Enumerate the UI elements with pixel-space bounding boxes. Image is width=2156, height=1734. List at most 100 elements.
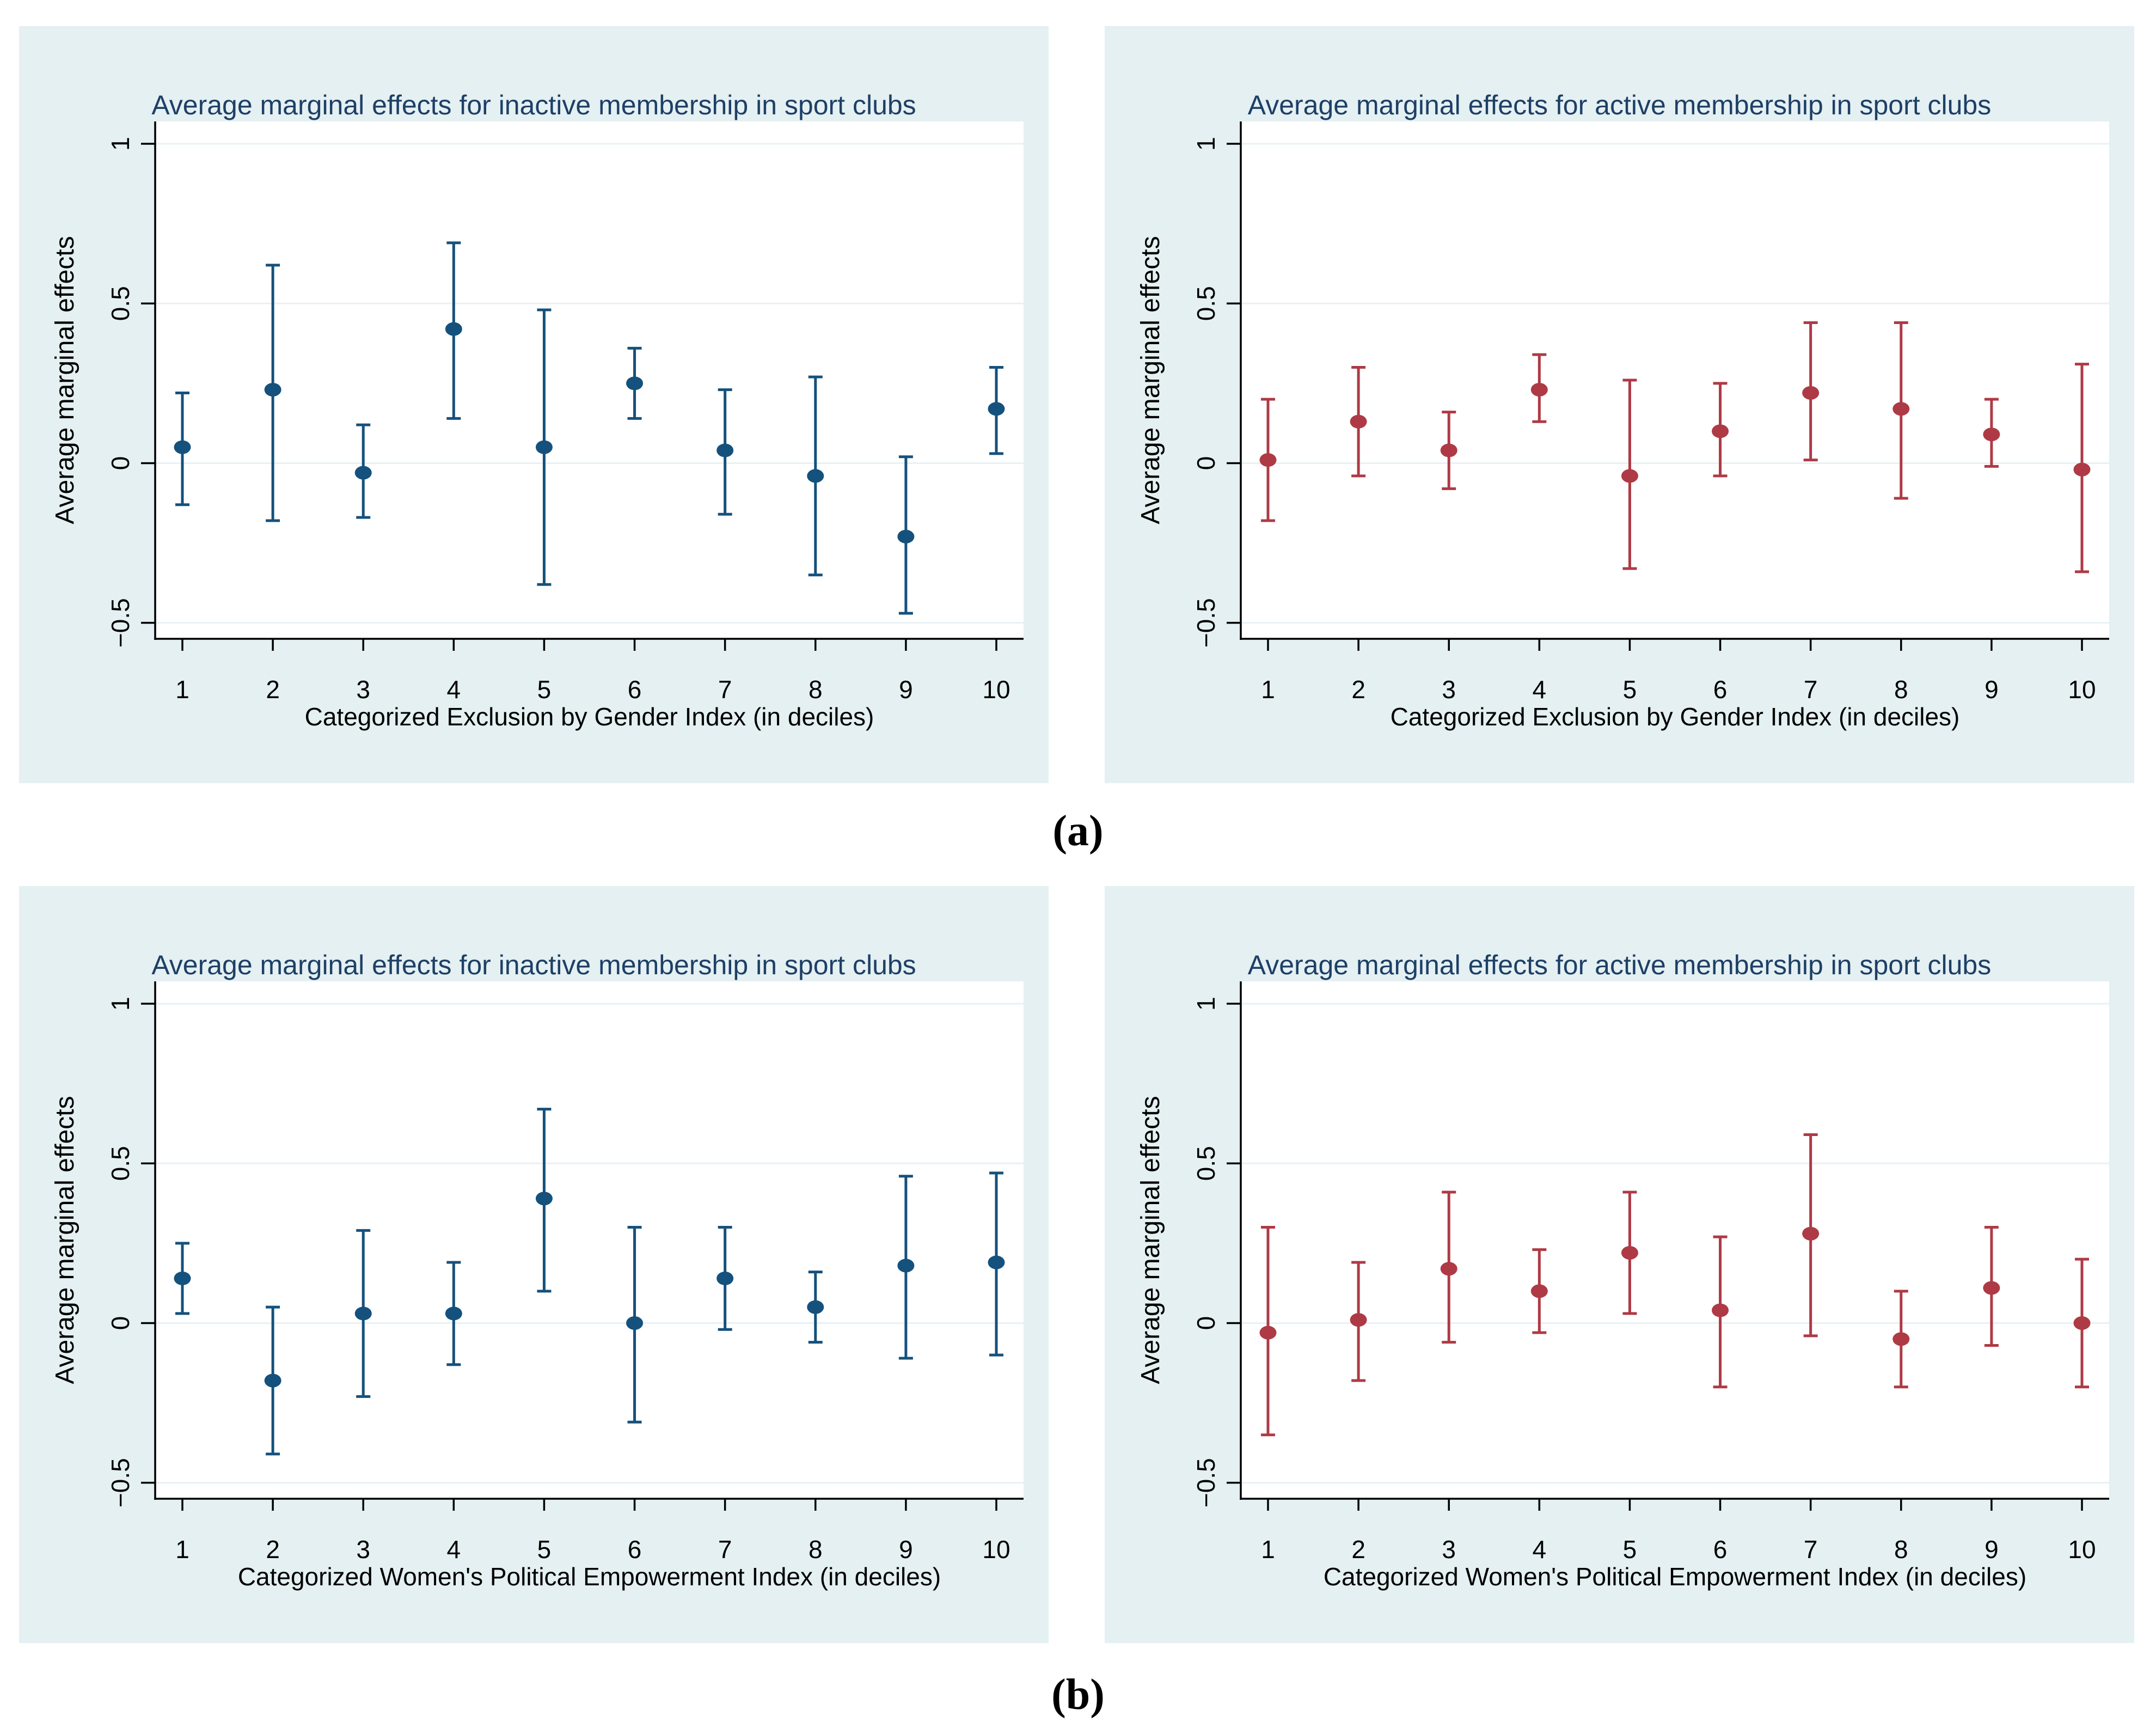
point-estimate-marker [1983, 428, 2000, 442]
point-estimate-marker [897, 1259, 915, 1273]
x-tick-label: 6 [628, 1535, 642, 1564]
chart-title: Average marginal effects for active memb… [1248, 90, 1991, 120]
point-estimate-marker [1621, 1245, 1638, 1260]
point-estimate-marker [535, 1192, 553, 1206]
point-estimate-marker [1530, 1284, 1548, 1298]
plot-area [155, 981, 1024, 1499]
x-axis-title: Categorized Women's Political Empowermen… [1324, 1562, 2026, 1591]
point-estimate-marker [354, 466, 372, 480]
point-estimate-marker [1802, 1226, 1820, 1241]
x-tick-label: 10 [982, 1535, 1010, 1564]
x-tick-label: 6 [628, 675, 642, 704]
chart-panel-b-active: 1 0.5 0 −0.5 1 2 3 4 5 6 7 8 9 10 Average marginal eff… [1105, 886, 2134, 1643]
y-tick-label: 0.5 [1192, 286, 1220, 321]
point-estimate-marker [2073, 1316, 2091, 1330]
point-estimate-marker [716, 443, 734, 457]
point-estimate-marker [807, 469, 824, 483]
x-tick-label: 4 [447, 1535, 461, 1564]
x-tick-label: 5 [537, 675, 552, 704]
chart-canvas: 1 0.5 0 −0.5 1 2 3 4 5 6 7 8 9 10 Average marginal eff… [1136, 90, 2109, 731]
x-tick-label: 10 [982, 675, 1010, 704]
x-axis-title: Categorized Exclusion by Gender Index (i… [305, 703, 874, 731]
point-estimate-marker [535, 440, 553, 454]
x-tick-label: 1 [175, 1535, 189, 1564]
x-tick-label: 1 [175, 675, 189, 704]
y-tick-label: 1 [1192, 997, 1220, 1011]
point-estimate-marker [716, 1271, 734, 1285]
chart-title: Average marginal effects for active memb… [1248, 950, 1991, 980]
x-tick-label: 3 [1442, 1535, 1456, 1564]
x-axis-title: Categorized Exclusion by Gender Index (i… [1391, 703, 1960, 731]
x-tick-label: 7 [1804, 675, 1818, 704]
x-tick-label: 9 [1984, 675, 1999, 704]
x-tick-label: 2 [266, 675, 280, 704]
plot-area [1241, 121, 2109, 639]
x-tick-label: 9 [1984, 1535, 1999, 1564]
y-tick-label: 0 [1192, 1316, 1220, 1330]
point-estimate-marker [988, 402, 1005, 416]
y-tick-label: −0.5 [1192, 598, 1220, 648]
x-tick-label: 3 [356, 675, 370, 704]
point-estimate-marker [897, 529, 915, 544]
y-axis-title: Average marginal effects [51, 1096, 79, 1384]
chart-title: Average marginal effects for inactive me… [151, 950, 916, 980]
chart-panel-a-active: 1 0.5 0 −0.5 1 2 3 4 5 6 7 8 9 10 Average marginal eff… [1105, 26, 2134, 783]
point-estimate-marker [988, 1255, 1005, 1269]
point-estimate-marker [1530, 383, 1548, 397]
x-tick-label: 5 [1623, 675, 1637, 704]
x-tick-label: 2 [266, 1535, 280, 1564]
x-tick-label: 6 [1713, 675, 1728, 704]
point-estimate-marker [1802, 386, 1820, 400]
point-estimate-marker [1259, 453, 1277, 467]
x-tick-label: 9 [899, 1535, 913, 1564]
point-estimate-marker [2073, 462, 2091, 477]
y-tick-label: 1 [1192, 137, 1220, 151]
chart-canvas: 1 0.5 0 −0.5 1 2 3 4 5 6 7 8 9 10 Average marginal eff… [51, 90, 1024, 731]
point-estimate-marker [1712, 424, 1729, 438]
x-tick-label: 8 [808, 675, 823, 704]
y-tick-label: 0 [106, 1316, 134, 1330]
point-estimate-marker [264, 383, 281, 397]
y-tick-label: 0 [106, 456, 134, 471]
point-estimate-marker [626, 1316, 644, 1330]
x-tick-label: 4 [447, 675, 461, 704]
plot-area [1241, 981, 2109, 1499]
plot-area [155, 121, 1024, 639]
x-tick-label: 5 [537, 1535, 552, 1564]
point-estimate-marker [1892, 1332, 1910, 1346]
point-estimate-marker [807, 1300, 824, 1314]
point-estimate-marker [1350, 1313, 1367, 1327]
point-estimate-marker [1712, 1303, 1729, 1317]
y-tick-label: −0.5 [1192, 1458, 1220, 1507]
x-tick-label: 2 [1351, 1535, 1365, 1564]
y-tick-label: 1 [106, 997, 134, 1011]
y-tick-label: 0.5 [106, 286, 134, 321]
x-tick-label: 10 [2068, 1535, 2096, 1564]
x-tick-label: 9 [899, 675, 913, 704]
chart-canvas: 1 0.5 0 −0.5 1 2 3 4 5 6 7 8 9 10 Average marginal eff… [51, 950, 1024, 1591]
panel-b-caption: (b) [1051, 1671, 1105, 1719]
y-tick-label: 1 [106, 137, 134, 151]
point-estimate-marker [1259, 1326, 1277, 1340]
x-tick-label: 4 [1533, 1535, 1547, 1564]
y-axis-title: Average marginal effects [51, 236, 79, 524]
chart-panel-a-inactive: 1 0.5 0 −0.5 1 2 3 4 5 6 7 8 9 10 Average marginal eff… [19, 26, 1049, 783]
point-estimate-marker [264, 1373, 281, 1388]
x-tick-label: 8 [1894, 1535, 1908, 1564]
y-axis-title: Average marginal effects [1136, 1096, 1165, 1384]
point-estimate-marker [626, 376, 644, 390]
x-tick-label: 4 [1533, 675, 1547, 704]
point-estimate-marker [1440, 1262, 1457, 1276]
point-estimate-marker [1440, 443, 1457, 457]
y-tick-label: 0 [1192, 456, 1220, 471]
point-estimate-marker [1350, 414, 1367, 429]
x-tick-label: 3 [356, 1535, 370, 1564]
point-estimate-marker [354, 1306, 372, 1321]
x-tick-label: 5 [1623, 1535, 1637, 1564]
x-axis-title: Categorized Women's Political Empowermen… [238, 1562, 941, 1591]
y-tick-label: 0.5 [106, 1146, 134, 1181]
point-estimate-marker [445, 1306, 462, 1321]
point-estimate-marker [445, 322, 462, 336]
x-tick-label: 3 [1442, 675, 1456, 704]
y-tick-label: −0.5 [106, 1458, 134, 1507]
